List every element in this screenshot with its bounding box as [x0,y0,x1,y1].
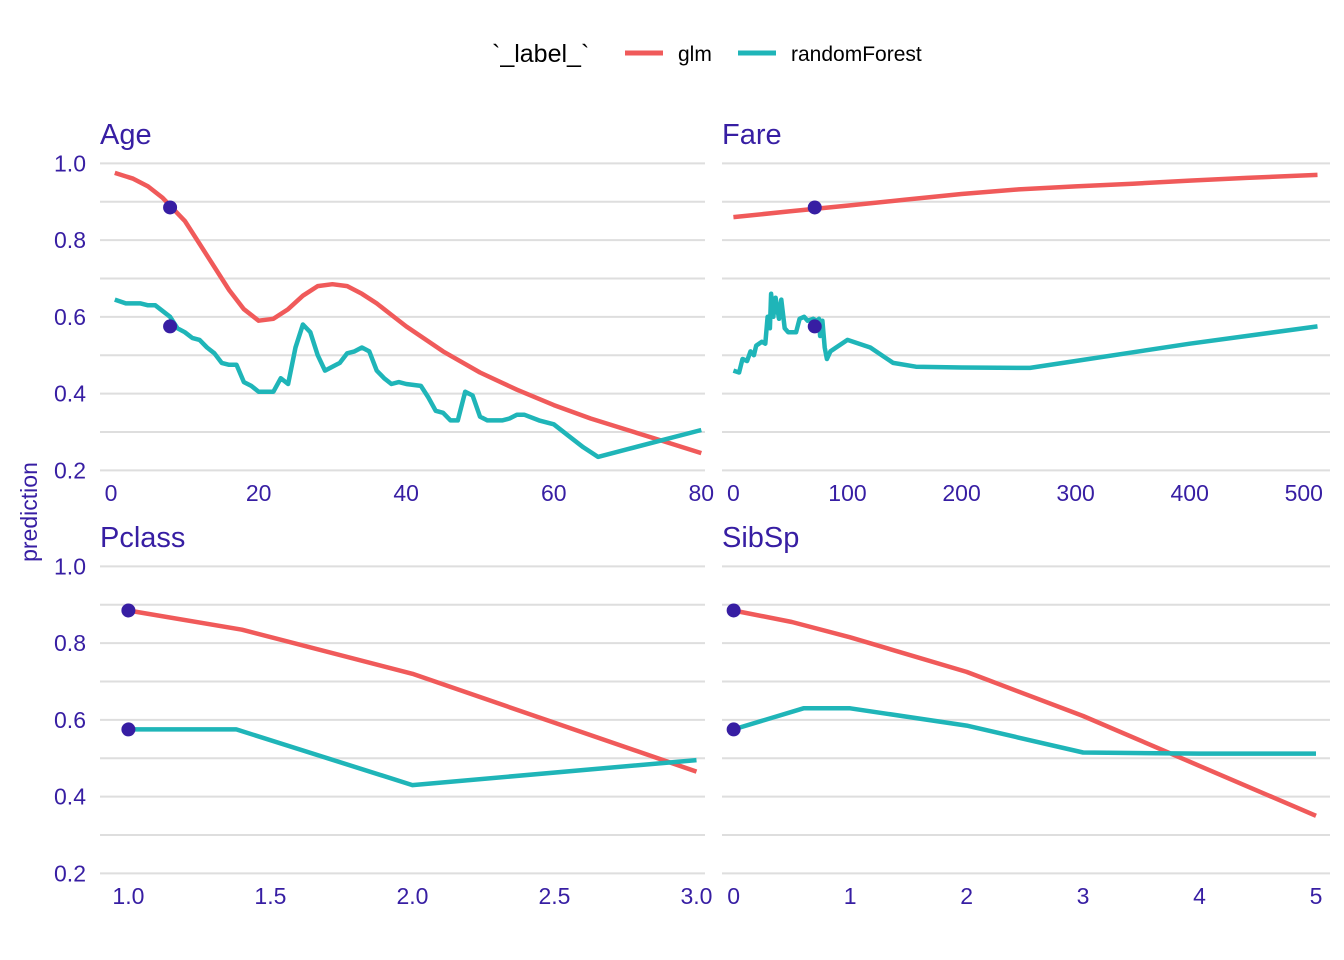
series-line-glm [733,608,1317,818]
x-tick-label: 2 [960,883,973,909]
x-tick-label: 400 [1171,480,1209,506]
x-tick-label: 80 [689,480,715,506]
x-tick-label: 500 [1285,480,1323,506]
x-tick-label: 1 [844,883,857,909]
x-tick-label: 300 [1056,480,1094,506]
series-line-glm [128,608,698,774]
observation-point-glm [807,200,822,215]
y-tick-label: 0.6 [54,707,86,733]
x-tick-label: 3.0 [680,883,712,909]
legend-label-glm: glm [678,43,712,66]
legend: `_label_` glm randomForest [492,40,922,68]
series-line-randomforest [114,297,702,460]
x-tick-label: 4 [1193,883,1206,909]
x-tick-label: 60 [541,480,567,506]
observation-point-glm [726,603,741,618]
legend-title: `_label_` [492,40,589,68]
y-axis-label: prediction [16,462,42,562]
y-tick-label: 0.8 [54,227,86,253]
y-tick-label: 0.4 [54,784,86,810]
panel-title-pclass: Pclass [100,522,185,554]
panel-pclass: Pclass 0.2 0.4 0.6 0.8 1.0 1.0 1.5 2.0 2.5 3.0 [54,522,712,909]
y-tick-label: 0.6 [54,304,86,330]
x-tick-label: 0 [727,480,740,506]
panel-title-sibsp: SibSp [722,522,799,554]
x-tick-label: 3 [1077,883,1090,909]
observation-point-randomforest [807,319,822,334]
y-tick-label: 0.8 [54,630,86,656]
panel-title-fare: Fare [722,119,782,151]
panel-sibsp: SibSp 0 1 2 3 4 5 [722,522,1330,909]
observation-point-randomforest [726,722,741,737]
panel-age: Age 0.2 0.4 0.6 0.8 1.0 0 20 40 60 80 [54,119,714,506]
x-tick-label: 0 [105,480,118,506]
panel-title-age: Age [100,119,152,151]
series-line-randomforest [732,291,1318,375]
x-tick-label: 20 [246,480,272,506]
x-tick-label: 100 [828,480,866,506]
x-tick-label: 2.5 [538,883,570,909]
x-tick-label: 0 [727,883,740,909]
series-line-randomforest [128,727,697,788]
observation-point-randomforest [121,722,136,737]
y-tick-label: 1.0 [54,150,86,176]
y-tick-label: 0.2 [54,457,86,483]
x-tick-label: 1.5 [254,883,286,909]
series-line-glm [114,170,702,456]
x-tick-label: 200 [942,480,980,506]
observation-point-glm [121,603,136,618]
legend-label-randomforest: randomForest [791,43,922,66]
y-tick-label: 0.2 [54,860,86,886]
x-tick-label: 40 [393,480,419,506]
series-line-randomforest [732,706,1316,756]
y-tick-label: 0.4 [54,381,86,407]
x-tick-label: 1.0 [112,883,144,909]
panel-fare: Fare 0 100 200 300 400 500 [722,119,1330,506]
observation-point-randomforest [163,319,178,334]
y-tick-label: 1.0 [54,553,86,579]
series-line-glm [733,172,1318,220]
x-tick-label: 5 [1310,883,1323,909]
x-tick-label: 2.0 [396,883,428,909]
observation-point-glm [163,200,178,215]
